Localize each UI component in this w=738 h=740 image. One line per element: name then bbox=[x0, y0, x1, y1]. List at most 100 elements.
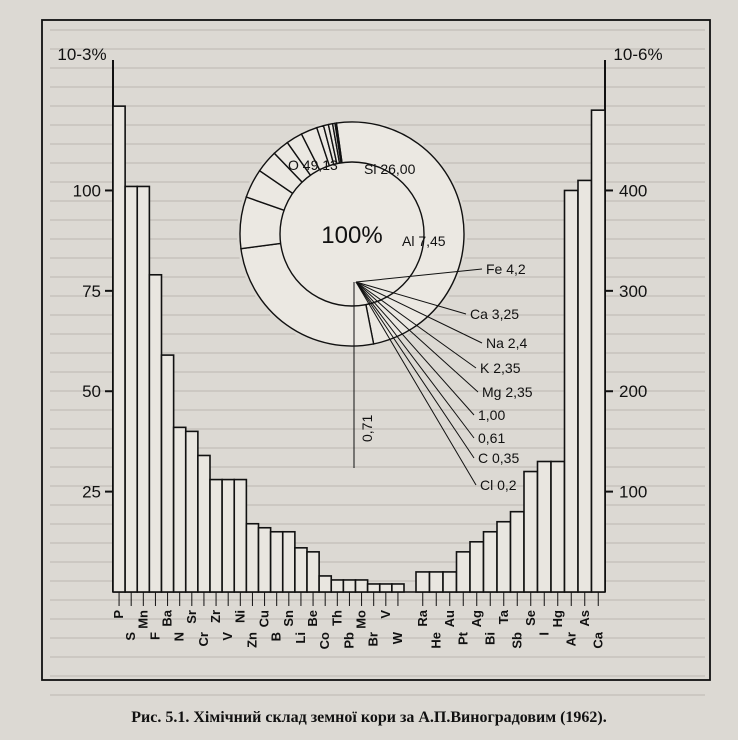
left-axis-tick-label: 50 bbox=[82, 382, 101, 401]
left-axis-tick-label: 25 bbox=[82, 483, 101, 502]
bar bbox=[428, 571, 444, 593]
bar bbox=[455, 551, 471, 593]
bar-category-label: He bbox=[428, 632, 443, 649]
pie-slice-label: K 2,35 bbox=[480, 360, 521, 376]
bar bbox=[124, 185, 139, 593]
bar-category-label: Pb bbox=[341, 632, 356, 649]
pie-slice-label: 0,71 bbox=[359, 415, 375, 442]
pie-inner-ring bbox=[279, 161, 425, 307]
pie-leader-line bbox=[355, 281, 477, 486]
pie-slice-label: Fe 4,2 bbox=[486, 261, 526, 277]
bar-category-label: As bbox=[577, 610, 592, 627]
bar bbox=[550, 460, 566, 593]
bar-category-label: Sn bbox=[281, 610, 296, 627]
pie-leader-line bbox=[355, 281, 475, 416]
bar bbox=[136, 185, 151, 593]
bar-category-label: Hg bbox=[550, 610, 565, 627]
bar bbox=[415, 571, 431, 593]
left-axis-tick-label: 75 bbox=[82, 282, 101, 301]
bar-category-label: Bi bbox=[482, 632, 497, 645]
bar-category-label: Zr bbox=[208, 610, 223, 623]
bar-category-label: S bbox=[123, 632, 138, 641]
bar-category-label: Th bbox=[329, 610, 344, 626]
bar-category-label: Ni bbox=[232, 610, 247, 623]
bar bbox=[577, 179, 593, 593]
bar bbox=[209, 478, 223, 593]
bar bbox=[221, 478, 236, 593]
bar-category-label: B bbox=[269, 632, 284, 641]
bar-category-label: Mn bbox=[135, 610, 150, 629]
bar bbox=[523, 470, 539, 593]
pie-leader-line bbox=[355, 281, 475, 439]
bar bbox=[148, 273, 163, 593]
bar-category-label: N bbox=[172, 632, 187, 641]
bar bbox=[342, 579, 357, 593]
bar-category-label: Co bbox=[317, 632, 332, 649]
bar-category-label: W bbox=[390, 631, 405, 644]
bar-category-label: Zn bbox=[244, 632, 259, 648]
bar-category-label: P bbox=[111, 610, 126, 619]
bar bbox=[563, 189, 579, 593]
bar bbox=[536, 460, 552, 593]
bar-category-label: Mo bbox=[354, 610, 369, 629]
bar bbox=[366, 583, 381, 593]
bar-category-label: V bbox=[220, 632, 235, 641]
bar bbox=[590, 109, 606, 593]
frame bbox=[41, 19, 711, 681]
figure-caption: Рис. 5.1. Хімічний склад земної кори за … bbox=[131, 709, 607, 726]
bar bbox=[442, 571, 458, 593]
bar bbox=[184, 430, 199, 593]
bar-category-label: Ca bbox=[590, 631, 605, 648]
pie-leader-line bbox=[355, 281, 483, 344]
bar-category-label: Pt bbox=[455, 631, 470, 645]
bar-category-label: Br bbox=[366, 632, 381, 646]
bar-category-label: F bbox=[147, 632, 162, 640]
pie-leader-line bbox=[355, 281, 475, 459]
pie-slice-label: Si 26,00 bbox=[364, 161, 416, 177]
bar-category-label: Ra bbox=[415, 609, 430, 626]
left-axis-unit: 10-3% bbox=[57, 45, 106, 64]
pie-slice-label: Ca 3,25 bbox=[470, 306, 519, 322]
pie-slice-label: O 49,13 bbox=[288, 157, 338, 173]
pie-leader-line bbox=[355, 281, 479, 393]
bar bbox=[496, 520, 512, 593]
bar-category-label: Ag bbox=[469, 610, 484, 627]
bar bbox=[378, 583, 393, 593]
bar bbox=[318, 575, 333, 593]
bar bbox=[354, 579, 369, 593]
pie-slice-label: Na 2,4 bbox=[486, 335, 527, 351]
bar bbox=[306, 551, 320, 593]
right-axis-tick-label: 100 bbox=[619, 483, 647, 502]
bar bbox=[482, 530, 498, 593]
left-axis-tick-label: 100 bbox=[73, 181, 101, 200]
bar bbox=[197, 454, 211, 593]
bar bbox=[330, 579, 345, 593]
bar bbox=[509, 510, 525, 593]
bar bbox=[172, 426, 187, 593]
bar-category-label: Ba bbox=[160, 609, 175, 626]
right-axis-tick-label: 400 bbox=[619, 181, 647, 200]
bar-category-label: Be bbox=[305, 610, 320, 627]
pie-slice-label: 1,00 bbox=[478, 407, 505, 423]
right-axis-tick-label: 300 bbox=[619, 282, 647, 301]
bar-category-label: Li bbox=[293, 632, 308, 644]
bar bbox=[281, 530, 296, 593]
bar bbox=[160, 354, 175, 593]
bar-category-label: Ta bbox=[496, 609, 511, 624]
pie-slice-label: Al 7,45 bbox=[402, 233, 446, 249]
bar bbox=[233, 478, 248, 593]
bar-category-label: Cr bbox=[196, 632, 211, 646]
pie-leader-line bbox=[355, 281, 477, 369]
bar-category-label: Se bbox=[523, 610, 538, 626]
bar-category-label: Au bbox=[442, 610, 457, 627]
bar-category-label: Ar bbox=[563, 632, 578, 646]
pie-slice-label: C 0,35 bbox=[478, 450, 519, 466]
bar-category-label: Sb bbox=[509, 632, 524, 649]
right-axis-tick-label: 200 bbox=[619, 382, 647, 401]
pie-slice-label: 0,61 bbox=[478, 430, 505, 446]
bar bbox=[469, 541, 485, 593]
bar bbox=[257, 526, 272, 593]
pie-center-label: 100% bbox=[321, 222, 382, 249]
